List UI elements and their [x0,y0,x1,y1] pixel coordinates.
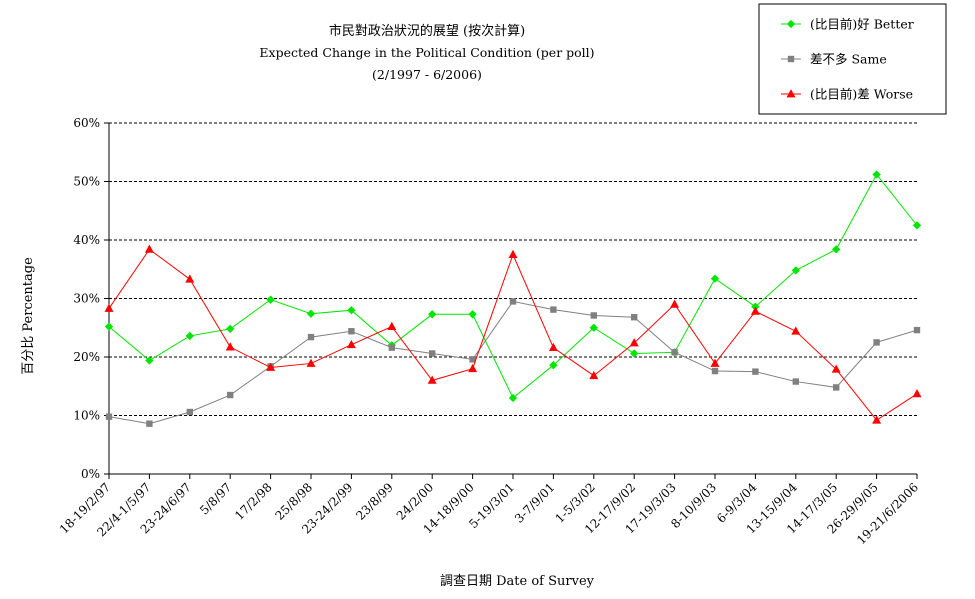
y-axis-label: 百分比 Percentage [21,257,36,375]
series-line [108,300,918,425]
y-tick-label: 10% [73,409,100,423]
data-point [226,324,235,334]
data-point [145,356,154,365]
data-point [589,370,599,380]
data-point [912,221,922,230]
data-point [550,306,557,313]
data-point [104,303,114,312]
data-point [306,358,316,367]
data-point [387,321,397,330]
legend-label: (比目前)好 Better [810,17,914,32]
data-point [346,339,356,349]
data-point [388,344,395,351]
legend-marker [786,19,796,29]
data-point [509,298,517,305]
data-point [266,362,276,371]
data-point [146,420,153,427]
chart-title: 市民對政治狀況的展望 (按次計算) [329,23,525,39]
data-point [670,299,680,308]
data-point [104,322,114,331]
series-3 [104,244,922,424]
data-point [831,364,841,373]
data-point [711,367,719,375]
data-point [185,274,195,283]
data-point [428,350,436,357]
data-point [792,378,799,385]
y-tick-label: 20% [73,350,100,364]
data-point [872,170,881,179]
y-tick-label: 60% [73,116,100,130]
x-tick-label: 3-7/9/01 [512,480,557,525]
data-point [428,310,437,319]
series-lines [104,170,922,427]
data-point [872,415,882,424]
data-point [671,349,678,356]
series-line [108,173,918,399]
data-point [186,408,193,416]
legend-label: 差不多 Same [810,52,887,67]
legend: (比目前)好 Better 差不多 Same (比目前)差 Worse [758,3,947,115]
data-point [225,342,235,351]
chart-subtitle: Expected Change in the Political Conditi… [259,45,594,60]
data-point [791,266,800,275]
legend-items: (比目前)好 Better 差不多 Same (比目前)差 Worse [781,17,914,102]
data-point [548,342,558,352]
series-2 [105,298,921,427]
data-point [347,306,356,315]
y-tick-label: 0% [81,467,100,481]
data-point [873,339,880,346]
data-point [307,333,315,341]
data-point [589,323,598,332]
legend-label: (比目前)差 Worse [810,87,913,102]
data-point [266,295,275,304]
data-point [185,331,194,341]
data-point [468,310,477,319]
data-point [833,384,840,391]
x-tick-label: 5/8/97 [197,480,234,517]
data-point [750,306,760,315]
legend-marker [786,89,796,98]
data-point [226,391,234,399]
data-point [306,309,316,318]
data-point [752,368,759,375]
x-axis-label: 調查日期 Date of Survey [440,574,595,589]
series-1 [104,170,922,403]
y-tick-label: 40% [73,233,100,247]
legend-marker [787,55,795,63]
data-point [469,356,476,363]
data-point [427,375,437,384]
chart-period: (2/1997 - 6/2006) [372,67,482,82]
data-point [791,326,801,335]
data-point [549,361,558,370]
data-point [508,249,518,259]
data-point [630,349,639,358]
data-point [144,244,154,253]
data-point [832,245,841,254]
data-point [629,338,639,347]
y-tick-label: 50% [73,175,100,189]
x-tick-label: 23/8/99 [353,480,396,523]
data-point [710,274,720,283]
data-point [348,328,355,335]
y-tick-labels: 0% 10% 20% 30% 40% 50% 60% [73,116,100,481]
y-tick-label: 30% [73,292,100,306]
data-point [590,312,597,319]
data-point [631,314,638,321]
x-tick-label: 17/2/98 [232,480,275,523]
data-point [710,358,720,367]
data-point [912,389,922,398]
data-point [105,413,113,420]
data-point [508,393,518,403]
data-point [468,363,478,373]
data-point [913,326,921,334]
